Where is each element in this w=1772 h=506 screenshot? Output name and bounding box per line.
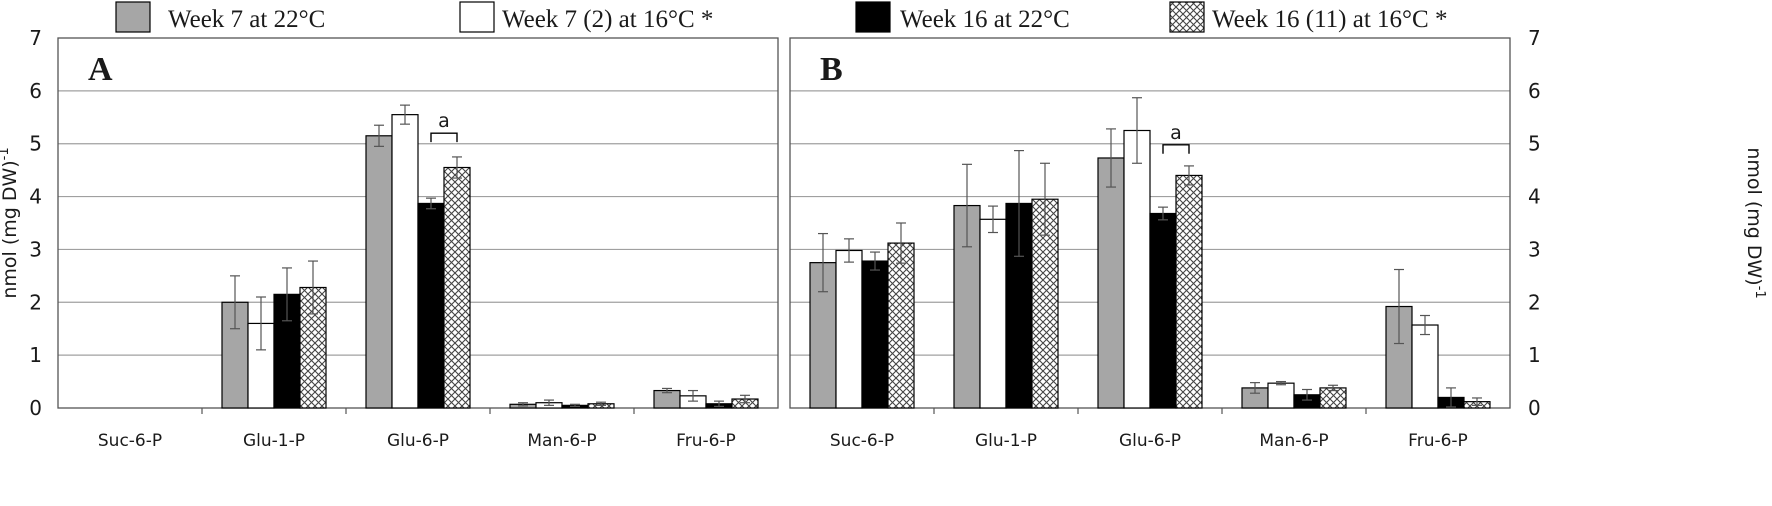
legend-swatch-w7_16 [459, 1, 495, 33]
bar-b-glu-6-p-w7_22 [1097, 157, 1125, 409]
legend-label-w7_22: Week 7 at 22°C [168, 6, 325, 33]
panel-letter-a: A [88, 51, 113, 88]
significance-bracket-b [1162, 144, 1190, 154]
significance-bracket-a [430, 132, 458, 143]
panel-a: 0 1 2 3 4 5 6 7 nmol (mg DW)-1 A Suc-6-P Glu-1-P Glu… [0, 26, 779, 451]
legend-swatch-w7_22 [115, 1, 151, 33]
significance-label-a: a [438, 110, 450, 132]
category-label-b-suc-6-p: Suc-6-P [830, 431, 894, 451]
y-tick-label-b-2: 2 [1528, 290, 1541, 314]
legend-label-w16_22: Week 16 at 22°C [900, 6, 1070, 33]
bar-b-glu-6-p-w16_16 [1175, 174, 1203, 409]
bar-b-glu-1-p-w7_16 [979, 218, 1007, 409]
y-tick-label-a-0: 0 [29, 396, 42, 420]
legend-item-w7_16: Week 7 (2) at 16°C * [459, 1, 713, 33]
y-tick-label-b-1: 1 [1528, 343, 1541, 367]
category-label-b-fru-6-p: Fru-6-P [1408, 431, 1468, 451]
bar-a-glu-6-p-w7_16 [391, 114, 419, 409]
legend-swatch-w16_16 [1169, 1, 1205, 33]
y-tick-label-a-7: 7 [29, 26, 42, 50]
bar-b-glu-6-p-w7_16 [1123, 129, 1151, 409]
y-tick-label-b-4: 4 [1528, 185, 1541, 209]
y-tick-label-a-6: 6 [29, 79, 42, 103]
y-axis-title-a: nmol (mg DW)-1 [0, 147, 21, 298]
significance-label-b: a [1170, 122, 1182, 144]
y-tick-label-a-5: 5 [29, 132, 42, 156]
bar-b-suc-6-p-w16_22 [861, 260, 889, 409]
y-axis-title-b: nmol (mg DW)-1 [1743, 147, 1767, 298]
y-tick-label-a-4: 4 [29, 185, 42, 209]
legend-label-w7_16: Week 7 (2) at 16°C * [502, 6, 713, 33]
bar-a-glu-6-p-w16_16 [443, 166, 471, 409]
y-tick-label-b-0: 0 [1528, 396, 1541, 420]
bar-b-suc-6-p-w16_16 [887, 242, 915, 409]
panel-letter-b: B [820, 51, 843, 88]
bar-b-glu-6-p-w16_22 [1149, 212, 1177, 409]
bar-b-fru-6-p-w7_16 [1411, 324, 1439, 409]
category-label-a-glu-6-p: Glu-6-P [387, 431, 449, 451]
bar-b-suc-6-p-w7_16 [835, 249, 863, 409]
category-label-a-fru-6-p: Fru-6-P [676, 431, 736, 451]
bar-b-man-6-p-w7_16 [1267, 382, 1295, 409]
y-tick-label-b-3: 3 [1528, 237, 1541, 261]
y-tick-label-a-2: 2 [29, 290, 42, 314]
y-tick-label-a-1: 1 [29, 343, 42, 367]
y-tick-label-b-6: 6 [1528, 79, 1541, 103]
bar-a-glu-6-p-w16_22 [417, 202, 445, 409]
legend-item-w16_16: Week 16 (11) at 16°C * [1169, 1, 1447, 33]
y-tick-label-a-3: 3 [29, 237, 42, 261]
category-label-a-suc-6-p: Suc-6-P [98, 431, 162, 451]
bar-a-glu-6-p-w7_22 [365, 135, 393, 409]
panel-b: 0 1 2 3 4 5 6 7 nmol (mg DW)-1 B Suc-6-P Glu-1-P Glu… [789, 26, 1767, 451]
legend-item-w7_22: Week 7 at 22°C [115, 1, 325, 33]
legend-swatch-w16_22 [855, 1, 891, 33]
category-label-b-glu-6-p: Glu-6-P [1119, 431, 1181, 451]
category-label-a-glu-1-p: Glu-1-P [243, 431, 305, 451]
category-label-b-man-6-p: Man-6-P [1259, 431, 1328, 451]
y-tick-label-b-5: 5 [1528, 132, 1541, 156]
category-label-a-man-6-p: Man-6-P [527, 431, 596, 451]
y-tick-label-b-7: 7 [1528, 26, 1541, 50]
legend-label-w16_16: Week 16 (11) at 16°C * [1212, 6, 1447, 33]
legend-item-w16_22: Week 16 at 22°C [855, 1, 1070, 33]
category-label-b-glu-1-p: Glu-1-P [975, 431, 1037, 451]
